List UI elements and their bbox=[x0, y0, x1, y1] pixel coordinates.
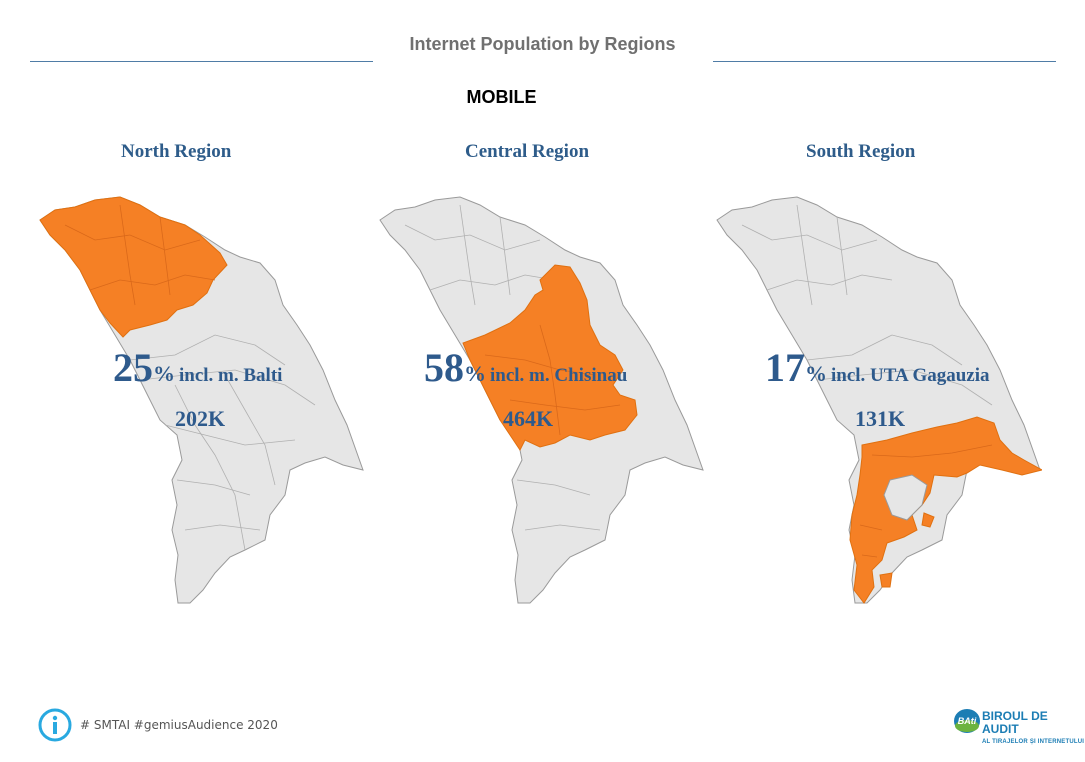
south-description: incl. UTA Gagauzia bbox=[831, 365, 990, 386]
highlight-district-lines bbox=[484, 324, 621, 436]
highlight-central bbox=[462, 264, 638, 451]
bati-logo: BAti bbox=[954, 709, 980, 733]
south-count: 131K bbox=[855, 406, 906, 431]
logo-line2: AL TIRAJELOR ȘI INTERNETULUI bbox=[982, 739, 1085, 745]
central-percent-sign: % bbox=[464, 361, 486, 386]
region-title-south: South Region bbox=[806, 141, 916, 162]
district-lines bbox=[404, 204, 601, 531]
north-count: 202K bbox=[175, 406, 226, 431]
logo-text: BIROUL DE AUDIT AL TIRAJELOR ȘI INTERNET… bbox=[982, 710, 1085, 749]
central-count: 464K bbox=[503, 406, 554, 431]
central-percent: 58 bbox=[424, 345, 464, 390]
gagauzia-islet bbox=[921, 512, 935, 528]
source-note: # SMTAI #gemiusAudience 2020 bbox=[80, 718, 278, 732]
country-outline bbox=[716, 196, 1041, 604]
highlight-district-lines bbox=[859, 444, 993, 558]
info-icon[interactable] bbox=[38, 708, 72, 742]
south-stat-line: 17% incl. UTA Gagauzia bbox=[765, 344, 990, 391]
map-south bbox=[716, 196, 1042, 604]
south-percent: 17 bbox=[765, 345, 805, 390]
region-title-north: North Region bbox=[121, 141, 232, 162]
district-lines bbox=[741, 204, 993, 406]
title-rule-right bbox=[713, 61, 1056, 62]
central-description: incl. m. Chisinau bbox=[490, 365, 628, 386]
district-lines bbox=[129, 334, 316, 551]
north-percent: 25 bbox=[113, 345, 153, 390]
map-north bbox=[39, 196, 364, 604]
central-stat-line: 58% incl. m. Chisinau bbox=[424, 344, 627, 391]
south-percent-sign: % bbox=[805, 361, 827, 386]
region-title-central: Central Region bbox=[465, 141, 590, 162]
logo-line1: BIROUL DE AUDIT bbox=[982, 709, 1048, 736]
south-islet bbox=[879, 572, 893, 588]
page-title: Internet Population by Regions bbox=[409, 34, 676, 54]
section-label: MOBILE bbox=[466, 87, 537, 107]
north-stat-line: 25% incl. m. Balti bbox=[113, 344, 282, 391]
map-central bbox=[379, 196, 704, 604]
highlight-district-lines bbox=[64, 204, 216, 306]
title-rule-left bbox=[30, 61, 373, 62]
highlight-south bbox=[849, 416, 1042, 604]
north-description: incl. m. Balti bbox=[179, 365, 283, 386]
bati-logo-badge: BAti bbox=[958, 716, 977, 726]
highlight-north bbox=[39, 196, 228, 338]
gagauzia-enclave bbox=[883, 474, 928, 521]
north-percent-sign: % bbox=[153, 361, 175, 386]
